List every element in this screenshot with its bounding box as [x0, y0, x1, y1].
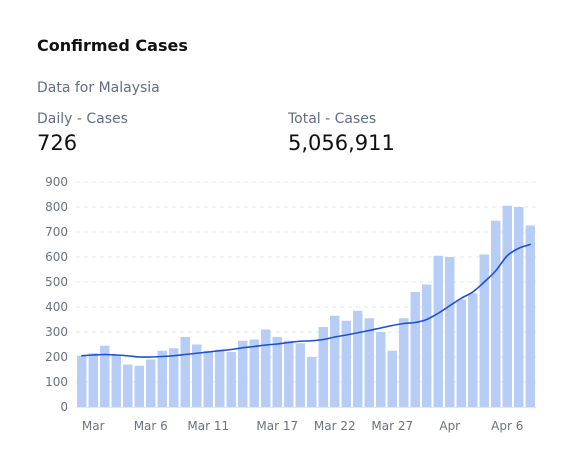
bar	[491, 220, 501, 407]
bar	[330, 315, 340, 407]
bar	[88, 353, 98, 407]
bar	[215, 349, 225, 407]
bar	[445, 257, 455, 407]
x-tick-label: Mar 22	[314, 419, 356, 433]
x-tick-label: Mar 6	[134, 419, 168, 433]
bar	[502, 205, 512, 407]
bar	[284, 340, 294, 407]
bar	[203, 350, 213, 407]
bar	[399, 318, 409, 407]
y-tick-label: 900	[45, 175, 68, 189]
bar	[226, 352, 236, 407]
bar	[479, 254, 489, 407]
y-tick-label: 0	[60, 400, 68, 414]
daily-cases-label: Daily - Cases	[37, 111, 128, 127]
bar	[272, 337, 282, 407]
x-tick-label: Mar 27	[371, 419, 413, 433]
y-tick-label: 800	[45, 200, 68, 214]
y-tick-label: 700	[45, 225, 68, 239]
bar	[77, 355, 87, 407]
bar	[456, 299, 466, 407]
bar	[146, 359, 156, 407]
card-title: Confirmed Cases	[37, 36, 188, 55]
x-tick-label: Apr 6	[491, 419, 523, 433]
bar	[364, 318, 374, 407]
y-tick-label: 200	[45, 350, 68, 364]
bar	[123, 364, 133, 407]
bar	[111, 354, 121, 407]
y-tick-label: 600	[45, 250, 68, 264]
bar	[468, 293, 478, 407]
bar	[238, 340, 248, 407]
bar	[295, 343, 305, 407]
bar	[433, 255, 443, 407]
bar	[410, 292, 420, 407]
x-tick-label: Mar 11	[187, 419, 229, 433]
x-tick-label: Apr	[439, 419, 460, 433]
bar	[376, 332, 386, 407]
x-tick-label: Mar 17	[256, 419, 298, 433]
bar	[307, 357, 317, 407]
bar	[134, 365, 144, 407]
y-tick-label: 400	[45, 300, 68, 314]
bar	[387, 350, 397, 407]
bar	[192, 344, 202, 407]
total-cases-value: 5,056,911	[288, 131, 395, 155]
bar	[525, 225, 535, 407]
bar	[249, 339, 259, 407]
bar	[157, 350, 167, 407]
bar	[169, 348, 179, 407]
card-subtitle: Data for Malaysia	[37, 80, 160, 96]
moving-average-line	[80, 243, 532, 358]
bar	[341, 320, 351, 407]
bar	[261, 329, 271, 407]
bar	[514, 207, 524, 407]
bar	[353, 310, 363, 407]
x-tick-label: Mar	[82, 419, 105, 433]
bar	[318, 327, 328, 407]
bar	[180, 337, 190, 407]
bar	[422, 284, 432, 407]
y-tick-label: 300	[45, 325, 68, 339]
y-tick-label: 500	[45, 275, 68, 289]
daily-cases-value: 726	[37, 131, 78, 155]
y-tick-label: 100	[45, 375, 68, 389]
total-cases-label: Total - Cases	[288, 111, 377, 127]
bar	[100, 345, 110, 407]
